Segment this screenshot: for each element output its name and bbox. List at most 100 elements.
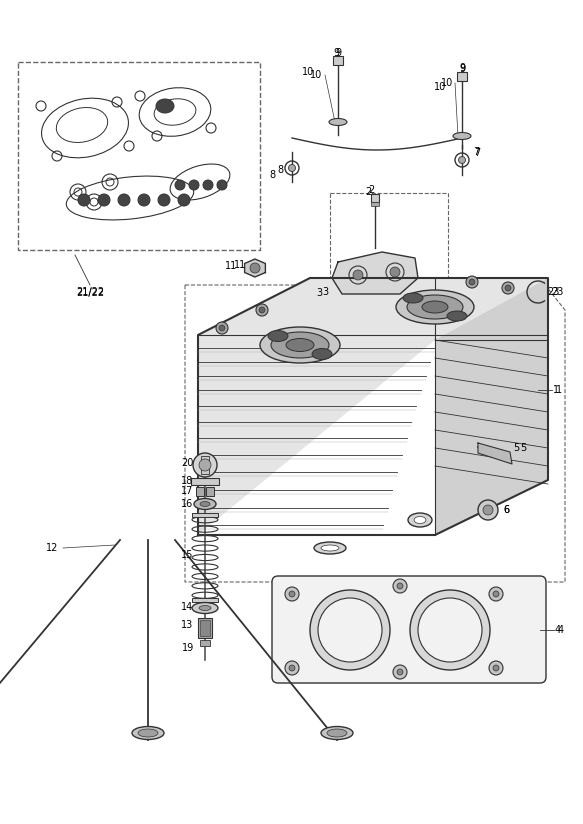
Text: 10: 10 <box>310 70 322 80</box>
Bar <box>200 620 210 636</box>
Circle shape <box>393 665 407 679</box>
Bar <box>457 72 467 81</box>
Polygon shape <box>245 259 265 277</box>
Ellipse shape <box>138 729 158 737</box>
Circle shape <box>410 590 490 670</box>
Text: 2: 2 <box>365 187 371 197</box>
Circle shape <box>285 661 299 675</box>
Ellipse shape <box>314 542 346 554</box>
Circle shape <box>217 180 227 190</box>
Ellipse shape <box>192 602 218 614</box>
Text: 2: 2 <box>368 185 374 195</box>
Text: 12: 12 <box>46 543 58 553</box>
Circle shape <box>353 270 363 280</box>
Text: 10: 10 <box>441 78 453 88</box>
Bar <box>371 202 379 206</box>
Ellipse shape <box>194 499 216 509</box>
Polygon shape <box>435 278 548 535</box>
Bar <box>192 598 218 602</box>
Polygon shape <box>478 443 512 464</box>
Text: 14: 14 <box>181 602 193 612</box>
Text: 10: 10 <box>434 82 446 92</box>
Circle shape <box>483 505 493 515</box>
Text: 4: 4 <box>558 625 564 635</box>
Bar <box>196 487 204 496</box>
Ellipse shape <box>407 295 463 319</box>
Circle shape <box>219 325 225 331</box>
Text: 17: 17 <box>181 486 193 496</box>
Bar <box>18 62 260 250</box>
Circle shape <box>216 322 228 334</box>
Circle shape <box>502 282 514 294</box>
Circle shape <box>489 661 503 675</box>
Circle shape <box>78 194 90 206</box>
Circle shape <box>478 500 498 520</box>
Ellipse shape <box>422 301 448 313</box>
Circle shape <box>393 579 407 593</box>
Circle shape <box>493 665 499 671</box>
Text: 7: 7 <box>473 147 479 157</box>
Ellipse shape <box>329 119 347 125</box>
Text: 23: 23 <box>547 287 559 297</box>
Text: 16: 16 <box>181 499 193 509</box>
Ellipse shape <box>289 165 296 171</box>
Text: 3: 3 <box>322 287 328 297</box>
Circle shape <box>505 285 511 291</box>
Bar <box>333 56 343 65</box>
Text: 6: 6 <box>503 505 509 515</box>
Bar <box>206 487 214 496</box>
Ellipse shape <box>268 330 288 341</box>
Text: 20: 20 <box>181 458 193 468</box>
Ellipse shape <box>132 727 164 739</box>
Circle shape <box>310 590 390 670</box>
Circle shape <box>397 669 403 675</box>
Bar <box>330 193 448 301</box>
Text: 9: 9 <box>333 48 339 58</box>
Circle shape <box>256 304 268 316</box>
Circle shape <box>466 276 478 288</box>
Ellipse shape <box>286 339 314 352</box>
Ellipse shape <box>260 327 340 363</box>
Ellipse shape <box>408 513 432 527</box>
Ellipse shape <box>458 157 465 163</box>
Bar <box>200 640 210 646</box>
Circle shape <box>138 194 150 206</box>
Ellipse shape <box>200 502 210 507</box>
Ellipse shape <box>327 729 347 737</box>
Ellipse shape <box>156 99 174 113</box>
Polygon shape <box>198 278 548 535</box>
Circle shape <box>397 583 403 589</box>
FancyBboxPatch shape <box>272 576 546 683</box>
Circle shape <box>289 591 295 597</box>
Text: 5: 5 <box>520 443 526 453</box>
Circle shape <box>98 194 110 206</box>
Ellipse shape <box>447 311 467 321</box>
Text: 21/22: 21/22 <box>76 288 104 298</box>
Circle shape <box>493 591 499 597</box>
Circle shape <box>193 453 217 477</box>
Text: 7: 7 <box>474 148 480 158</box>
Circle shape <box>489 587 503 601</box>
Ellipse shape <box>312 349 332 359</box>
Text: 8: 8 <box>270 170 276 180</box>
Text: 8: 8 <box>277 165 283 175</box>
Circle shape <box>469 279 475 285</box>
Circle shape <box>118 194 130 206</box>
Text: 11: 11 <box>234 260 246 270</box>
Ellipse shape <box>396 290 474 324</box>
Circle shape <box>259 307 265 313</box>
Text: 10: 10 <box>302 67 314 77</box>
Ellipse shape <box>271 332 329 358</box>
Text: 9: 9 <box>459 64 465 74</box>
Circle shape <box>178 194 190 206</box>
Bar <box>191 478 219 485</box>
Text: 1: 1 <box>556 385 562 395</box>
Text: 18: 18 <box>181 476 193 486</box>
Ellipse shape <box>321 727 353 739</box>
Circle shape <box>203 180 213 190</box>
Text: 19: 19 <box>182 643 194 653</box>
Text: 6: 6 <box>503 505 509 515</box>
Text: 9: 9 <box>335 48 341 58</box>
Circle shape <box>199 459 211 471</box>
Text: 23: 23 <box>551 287 563 297</box>
